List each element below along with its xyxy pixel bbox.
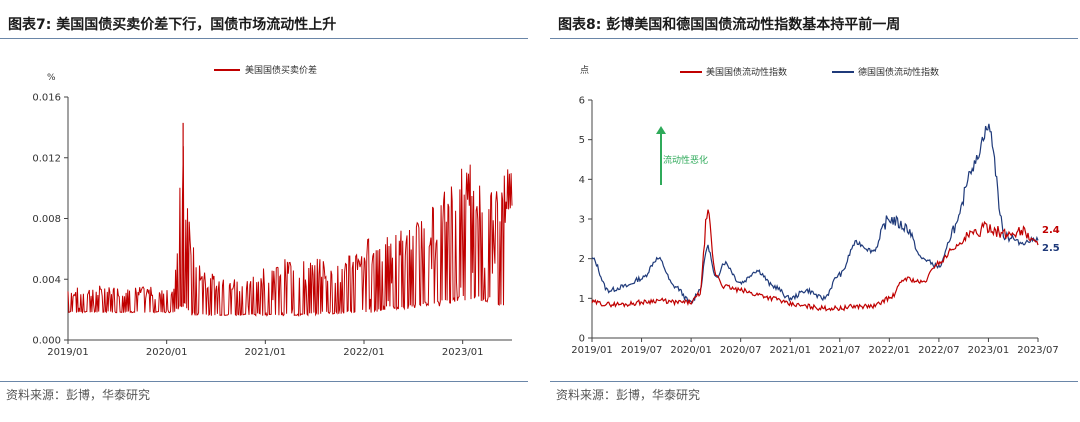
right-source-note: 资料来源：彭博，华泰研究 [556,388,701,402]
annotation-label: 流动性恶化 [663,154,708,166]
x-tick-label: 2020/07 [720,345,762,356]
left-chart-title: 图表7: 美国国债买卖价差下行，国债市场流动性上升 [8,17,337,33]
x-tick-label: 2023/01 [442,347,484,358]
y-unit-label: 点 [580,65,589,76]
x-tick-label: 2021/07 [819,345,861,356]
y-tick-label: 0.012 [32,153,61,164]
left-bottom-rule [0,381,528,382]
y-tick-label: 0 [579,334,585,345]
legend-label-us: 美国国债流动性指数 [706,66,787,78]
x-tick-label: 2023/01 [968,345,1010,356]
right-bottom-rule [550,381,1078,382]
series-line-bid-ask-spread [67,146,513,317]
y-tick-label: 0.008 [32,214,61,225]
x-tick-label: 2019/01 [571,345,613,356]
y-tick-label: 2 [579,254,585,265]
left-chart-svg: 0.000 0.004 0.008 0.012 0.016 2019/01 2020/01 2… [32,64,513,358]
legend-label-de: 德国国债流动性指数 [858,66,939,78]
y-tick-label: 3 [579,215,585,226]
x-tick-label: 2023/07 [1017,345,1059,356]
x-tick-label: 2019/01 [47,347,89,358]
x-tick-label: 2021/01 [769,345,811,356]
x-tick-label: 2022/01 [869,345,911,356]
y-tick-label: 4 [579,175,585,186]
x-tick-label: 2020/01 [670,345,712,356]
y-tick-label: 0.000 [32,336,61,347]
annotation-arrow-head [656,126,666,134]
series-line-us [591,209,1039,312]
x-tick-label: 2021/01 [245,347,287,358]
y-tick-label: 5 [579,135,585,146]
left-title-rule [0,38,528,39]
right-chart-title: 图表8: 彭博美国和德国国债流动性指数基本持平前一周 [558,17,901,33]
right-chart-panel: 图表8: 彭博美国和德国国债流动性指数基本持平前一周 0 1 2 3 4 5 6 2019/0… [550,0,1080,422]
left-chart-panel: 图表7: 美国国债买卖价差下行，国债市场流动性上升 0.000 0.004 0.00… [0,0,530,422]
y-tick-label: 6 [579,96,585,107]
right-chart-svg: 0 1 2 3 4 5 6 2019/01 2019/07 2020/01 2020/07 2021/… [571,65,1060,356]
x-tick-label: 2022/07 [918,345,960,356]
y-unit-label: % [47,73,56,83]
series-line-germany [591,123,1039,304]
x-tick-label: 2022/01 [343,347,385,358]
right-title-rule [550,38,1078,39]
end-label-germany: 2.5 [1042,243,1060,254]
end-label-us: 2.4 [1042,225,1060,236]
y-tick-label: 0.016 [32,93,61,104]
x-tick-label: 2020/01 [146,347,188,358]
legend-label: 美国国债买卖价差 [245,64,317,76]
x-tick-label: 2019/07 [621,345,663,356]
y-tick-label: 1 [579,294,585,305]
left-source-note: 资料来源：彭博，华泰研究 [6,388,151,402]
y-tick-label: 0.004 [32,275,61,286]
